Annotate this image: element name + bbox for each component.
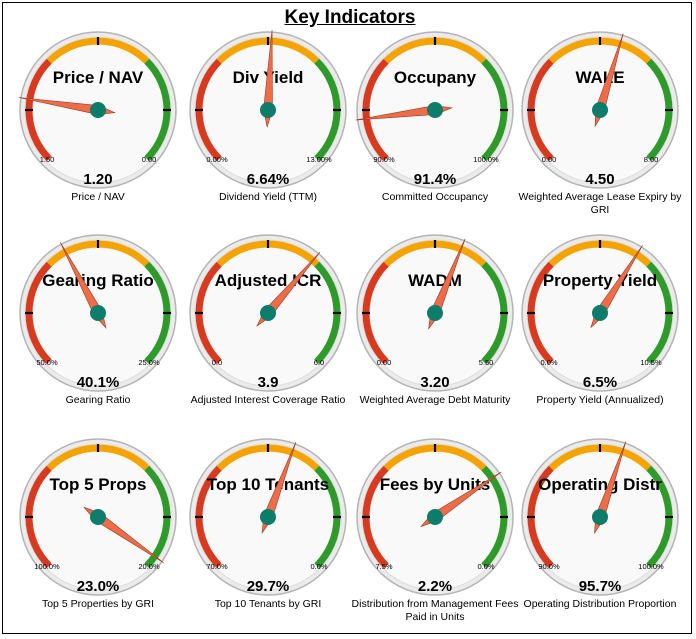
gauge-card: Fees by Units 7.5% 0.0% 2.2% Distribution fr…	[351, 434, 519, 639]
gauge-hub	[260, 305, 276, 321]
gauge-min-label: 1.50	[40, 155, 55, 164]
gauge-title: Operating Distr	[538, 475, 662, 494]
gauge-value: 1.20	[83, 171, 112, 188]
gauge-hub	[90, 305, 106, 321]
gauge-max-label: 6.0	[314, 358, 324, 367]
gauge-dial: Fees by Units 7.5% 0.0% 2.2%	[356, 438, 514, 596]
gauge-caption: Gearing Ratio	[65, 394, 131, 406]
gauge-card: Operating Distr 90.0% 100.0% 95.7% Operating…	[516, 434, 684, 639]
gauge-caption: Weighted Average Lease Expiry by GRI	[518, 191, 682, 216]
gauge-card: Div Yield 0.00% 13.00% 6.64% Dividend Yield …	[184, 27, 352, 232]
gauge-caption: Operating Distribution Proportion	[523, 598, 677, 610]
gauge-min-label: 70.0%	[206, 562, 228, 571]
gauge-card: WALE 0.00 8.00 4.50 Weighted Average Lease E…	[516, 27, 684, 232]
gauge-title: Top 5 Props	[50, 475, 147, 494]
gauge-caption: Adjusted Interest Coverage Ratio	[190, 394, 346, 406]
gauge-title: WADM	[408, 271, 462, 290]
gauge-value: 6.64%	[247, 171, 290, 188]
gauge-hub	[592, 102, 608, 118]
gauge-min-label: 90.0%	[373, 155, 395, 164]
gauge-max-label: 13.00%	[306, 155, 332, 164]
gauge-value: 23.0%	[77, 578, 120, 595]
gauge-title: Adjusted ICR	[215, 271, 322, 290]
gauge-value: 2.2%	[418, 578, 452, 595]
gauge-card: Occupany 90.0% 100.0% 91.4% Committed Occupa…	[351, 27, 519, 232]
gauge-title: Gearing Ratio	[42, 271, 153, 290]
gauge-max-label: 100.0%	[473, 155, 499, 164]
gauge-max-label: 25.0%	[138, 358, 160, 367]
gauge-dial: Top 10 Tenants 70.0% 0.0% 29.7%	[189, 438, 347, 596]
gauge-dial: WALE 0.00 8.00 4.50	[521, 31, 679, 189]
gauge-caption: Committed Occupancy	[381, 191, 489, 203]
gauge-max-label: 8.00	[644, 155, 659, 164]
gauge-card: Price / NAV 1.50 0.00 1.20 Price / NAV	[14, 27, 182, 232]
gauge-title: Occupany	[394, 68, 477, 87]
gauge-min-label: 7.5%	[375, 562, 392, 571]
gauge-card: Property Yield 0.0% 10.5% 6.5% Property Yiel…	[516, 230, 684, 435]
gauge-card: Top 10 Tenants 70.0% 0.0% 29.7% Top 10 Tenan…	[184, 434, 352, 639]
gauge-hub	[260, 102, 276, 118]
gauge-min-label: 0.00%	[206, 155, 228, 164]
gauge-caption: Weighted Average Debt Maturity	[359, 394, 511, 406]
gauge-caption: Top 10 Tenants by GRI	[214, 598, 322, 610]
gauge-dial: Price / NAV 1.50 0.00 1.20	[18, 31, 177, 189]
gauge-hub	[90, 509, 106, 525]
gauge-value: 91.4%	[414, 171, 457, 188]
gauge-min-label: 90.0%	[538, 562, 560, 571]
gauge-hub	[427, 102, 443, 118]
dashboard-title: Key Indicators	[284, 7, 416, 28]
gauge-hub	[90, 102, 106, 118]
gauge-hub	[427, 509, 443, 525]
gauge-value: 3.20	[420, 374, 449, 391]
gauge-hub	[260, 509, 276, 525]
gauge-min-label: 50.0%	[36, 358, 58, 367]
gauge-min-label: 0.0	[212, 358, 222, 367]
gauge-min-label: 0.0%	[540, 358, 557, 367]
gauge-dial: Occupany 90.0% 100.0% 91.4%	[355, 31, 514, 189]
gauge-min-label: 0.00	[542, 155, 557, 164]
gauge-value: 29.7%	[247, 578, 290, 595]
gauge-max-label: 20.0%	[138, 562, 160, 571]
gauge-title: WALE	[575, 68, 624, 87]
gauge-title: Top 10 Tenants	[207, 475, 329, 494]
gauge-max-label: 0.0%	[477, 562, 494, 571]
gauge-dial: Top 5 Props 100.0% 20.0% 23.0%	[19, 438, 177, 596]
gauge-max-label: 0.0%	[310, 562, 327, 571]
gauge-max-label: 100.0%	[638, 562, 664, 571]
gauge-dial: Adjusted ICR 0.0 6.0 3.9	[189, 234, 347, 392]
gauge-hub	[427, 305, 443, 321]
gauge-value: 6.5%	[583, 374, 617, 391]
gauge-value: 95.7%	[579, 578, 622, 595]
gauge-title: Price / NAV	[53, 68, 144, 87]
gauge-max-label: 5.50	[479, 358, 494, 367]
gauge-value: 4.50	[585, 171, 614, 188]
gauge-caption: Top 5 Properties by GRI	[41, 598, 155, 610]
gauge-card: Adjusted ICR 0.0 6.0 3.9 Adjusted Interest C…	[184, 230, 352, 435]
gauge-title: Fees by Units	[380, 475, 491, 494]
gauge-caption: Price / NAV	[71, 191, 125, 203]
gauge-hub	[592, 305, 608, 321]
gauge-caption: Distribution from Management Fees Paid i…	[351, 598, 519, 623]
gauge-max-label: 10.5%	[640, 358, 662, 367]
gauge-value: 40.1%	[77, 374, 120, 391]
gauge-caption: Property Yield (Annualized)	[536, 394, 664, 406]
gauge-caption: Dividend Yield (TTM)	[218, 191, 318, 203]
gauge-min-label: 0.00	[377, 358, 392, 367]
gauge-value: 3.9	[258, 374, 279, 391]
gauge-dial: Operating Distr 90.0% 100.0% 95.7%	[521, 438, 679, 596]
gauge-max-label: 0.00	[142, 155, 157, 164]
gauge-dial: Property Yield 0.0% 10.5% 6.5%	[521, 234, 679, 392]
gauge-card: WADM 0.00 5.50 3.20 Weighted Average Debt Ma…	[351, 230, 519, 435]
gauge-dial: WADM 0.00 5.50 3.20	[356, 234, 514, 392]
gauge-card: Gearing Ratio 50.0% 25.0% 40.1% Gearing Rati…	[14, 230, 182, 435]
gauge-hub	[592, 509, 608, 525]
gauge-title: Property Yield	[543, 271, 657, 290]
gauge-min-label: 100.0%	[34, 562, 60, 571]
gauge-dial: Gearing Ratio 50.0% 25.0% 40.1%	[19, 234, 177, 392]
gauge-card: Top 5 Props 100.0% 20.0% 23.0% Top 5 Propert…	[14, 434, 182, 639]
